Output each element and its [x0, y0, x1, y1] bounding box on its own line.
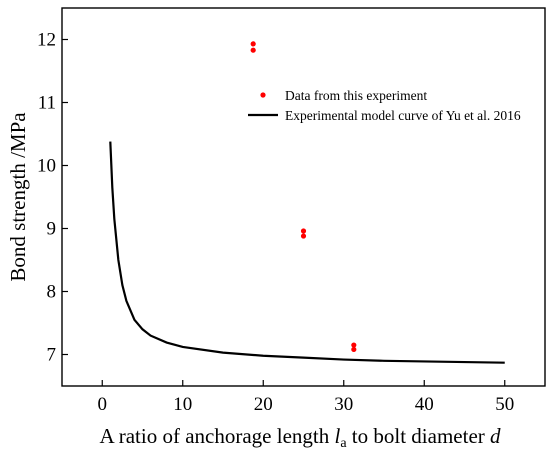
x-tick-label: 10	[173, 394, 192, 415]
model-curve-line	[109, 141, 505, 364]
y-tick-label: 12	[37, 30, 56, 51]
y-tick-label: 9	[47, 219, 57, 240]
data-point	[351, 346, 357, 353]
y-tick-label: 11	[38, 93, 56, 114]
x-tick-label: 30	[334, 394, 353, 415]
data-point	[250, 47, 256, 53]
data-point	[351, 342, 357, 348]
legend-entry-label: Experimental model curve of Yu et al. 20…	[285, 108, 521, 123]
x-axis-label-var1: l	[334, 424, 340, 448]
x-axis-label: A ratio of anchorage length la to bolt d…	[99, 424, 501, 451]
data-point	[300, 233, 307, 239]
y-axis-label: Bond strength /MPa	[6, 112, 30, 282]
x-tick-label: 50	[495, 394, 514, 415]
x-axis-label-var1-subscript: a	[340, 436, 347, 451]
legend-swatch-marker	[260, 92, 266, 98]
x-axis-label-var2: d	[490, 424, 501, 448]
line-series-layer	[109, 141, 505, 364]
legend: Data from this experiment Experimental mo…	[248, 88, 521, 123]
axis-ticks: 0 10 20 30 40 50 7 8 9 10 11 12	[37, 30, 514, 416]
y-tick-label: 7	[47, 345, 57, 366]
x-tick-label: 20	[254, 394, 273, 415]
x-axis-label-middle: to bolt diameter	[347, 424, 490, 448]
plot-area	[61, 7, 546, 387]
data-point	[250, 41, 256, 47]
data-point	[300, 228, 307, 234]
legend-entry-label: Data from this experiment	[285, 88, 427, 103]
y-tick-label: 10	[37, 156, 56, 177]
y-tick-label: 8	[47, 282, 57, 303]
x-axis-label-prefix: A ratio of anchorage length	[99, 424, 334, 448]
x-tick-label: 40	[415, 394, 434, 415]
x-tick-label: 0	[98, 394, 108, 415]
scatter-series-layer	[250, 41, 357, 353]
